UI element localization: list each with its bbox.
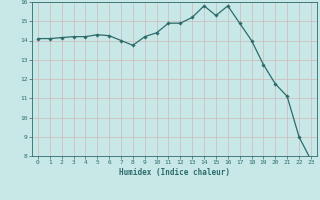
X-axis label: Humidex (Indice chaleur): Humidex (Indice chaleur): [119, 168, 230, 177]
